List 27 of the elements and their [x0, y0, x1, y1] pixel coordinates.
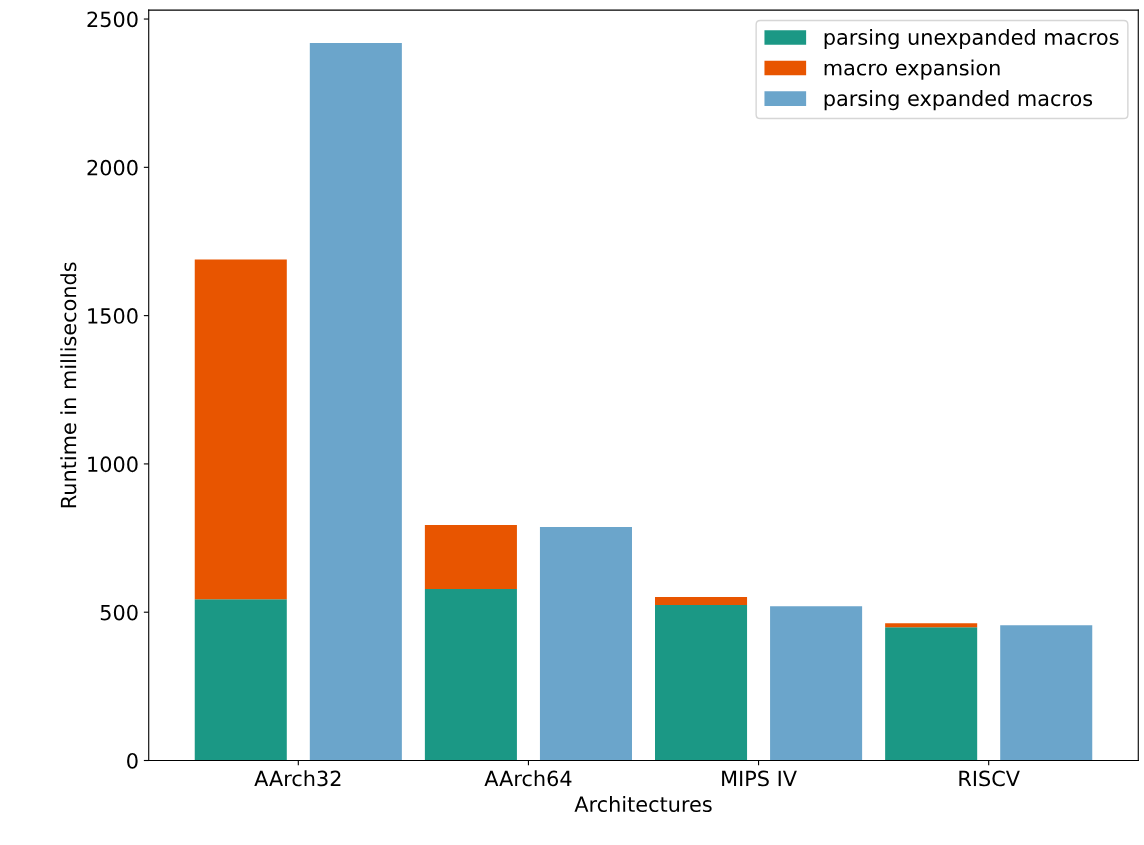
bar: [194, 259, 287, 600]
y-tick-label: 500: [100, 604, 138, 621]
bar: [885, 623, 978, 628]
bar: [424, 589, 517, 761]
x-axis-title: Architectures: [574, 795, 712, 813]
bar: [770, 606, 863, 761]
x-tick-label: AArch32: [254, 770, 341, 787]
y-tick-label: 2000: [87, 159, 138, 176]
y-tick-label: 1500: [88, 308, 138, 324]
x-tick-label: MIPS IV: [722, 770, 797, 787]
bar: [655, 597, 748, 606]
legend-label: parsing unexpanded macros: [824, 28, 1119, 50]
bar: [424, 525, 517, 590]
x-tick-label: RISCV: [959, 770, 1020, 787]
legend-label: macro expansion: [824, 59, 1000, 80]
y-tick-label: 0: [127, 752, 138, 769]
bar: [885, 627, 978, 761]
y-tick-label: 1000: [88, 456, 138, 473]
bar: [309, 43, 402, 761]
bar: [1000, 625, 1093, 761]
bar: [539, 527, 632, 761]
legend-label: parsing expanded macros: [824, 90, 1093, 111]
bar: [655, 605, 748, 761]
y-tick-label: 2500: [87, 11, 138, 28]
x-tick-label: AArch64: [484, 770, 572, 787]
bar: [194, 599, 287, 761]
y-axis-title: Runtime in milliseconds: [60, 262, 77, 508]
